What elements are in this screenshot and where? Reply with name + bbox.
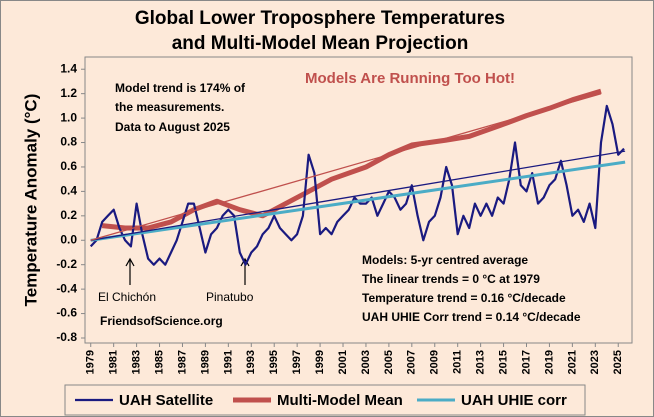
y-tick-label: 0.8 bbox=[60, 135, 77, 149]
x-tick-label: 1981 bbox=[108, 350, 120, 374]
trend-line bbox=[90, 150, 626, 241]
x-tick-label: 1999 bbox=[314, 350, 326, 374]
x-tick-label: 2017 bbox=[520, 350, 532, 374]
note-line: Data to August 2025 bbox=[115, 120, 230, 134]
plot-frame bbox=[84, 56, 633, 344]
y-tick-label: 0.6 bbox=[60, 159, 77, 173]
x-tick-label: 2021 bbox=[566, 350, 578, 374]
x-tick-label: 1997 bbox=[291, 350, 303, 374]
notes: Models: 5-yr centred average The linear … bbox=[362, 253, 581, 324]
x-tick-label: 1991 bbox=[222, 350, 234, 374]
trend-line bbox=[90, 93, 602, 241]
x-tick-label: 1979 bbox=[85, 350, 97, 374]
headline: Models Are Running Too Hot! bbox=[305, 70, 515, 87]
x-tick-label: 2013 bbox=[475, 350, 487, 374]
note-line: Temperature trend = 0.16 °C/decade bbox=[362, 291, 566, 305]
x-tick-label: 2005 bbox=[383, 350, 395, 374]
note-line: The linear trends = 0 °C at 1979 bbox=[362, 272, 540, 286]
model-note: Model trend is 174% of the measurements.… bbox=[115, 81, 246, 134]
chart-title: Global Lower Troposphere Temperatures bbox=[135, 8, 505, 29]
y-tick-label: -0.6 bbox=[56, 306, 77, 320]
y-tick-label: 1.0 bbox=[60, 110, 77, 124]
x-tick-label: 1983 bbox=[131, 350, 143, 374]
legend-box bbox=[64, 384, 586, 416]
x-tick-label: 1989 bbox=[199, 350, 211, 374]
note-line: the measurements. bbox=[115, 100, 224, 114]
x-tick-label: 1995 bbox=[268, 350, 280, 374]
y-tick-label: 0.4 bbox=[60, 184, 77, 198]
note-line: Model trend is 174% of bbox=[115, 81, 246, 95]
y-axis-label: Temperature Anomaly (°C) bbox=[21, 94, 40, 307]
series-line bbox=[90, 160, 626, 242]
x-tick-label: 2009 bbox=[429, 350, 441, 374]
x-tick-label: 1987 bbox=[176, 350, 188, 374]
legend-label: UAH Satellite bbox=[119, 392, 213, 409]
note-line: Models: 5-yr centred average bbox=[362, 253, 528, 267]
x-tick-label: 2015 bbox=[497, 350, 509, 374]
y-tick-label: -0.2 bbox=[56, 257, 77, 271]
x-tick-label: 2007 bbox=[406, 350, 418, 374]
arrows bbox=[125, 257, 250, 285]
x-tick-label: 1993 bbox=[245, 350, 257, 374]
series-line bbox=[101, 88, 602, 231]
x-tick-label: 2023 bbox=[589, 350, 601, 374]
event-label: El Chichón bbox=[98, 290, 156, 304]
y-tick-label: 0.2 bbox=[60, 208, 77, 222]
x-tick-label: 2019 bbox=[543, 350, 555, 374]
y-tick-label: -0.8 bbox=[56, 330, 77, 344]
y-tick-label: 1.4 bbox=[60, 61, 77, 75]
legend-label: UAH UHIE corr bbox=[461, 392, 567, 409]
x-tick-label: 2011 bbox=[452, 350, 464, 374]
x-tick-label: 2003 bbox=[360, 350, 372, 374]
legend-label: Multi-Model Mean bbox=[277, 392, 403, 409]
x-tick-label: 1985 bbox=[153, 350, 165, 374]
note-line: UAH UHIE Corr trend = 0.14 °C/decade bbox=[362, 310, 581, 324]
y-tick-label: 1.2 bbox=[60, 86, 77, 100]
y-tick-label: 0.0 bbox=[60, 232, 77, 246]
chart-title: and Multi-Model Mean Projection bbox=[172, 33, 469, 54]
event-label: Pinatubo bbox=[206, 290, 254, 304]
arrow-head bbox=[125, 257, 135, 267]
y-tick-label: -0.4 bbox=[56, 281, 77, 295]
x-tick-label: 2001 bbox=[337, 350, 349, 374]
x-tick-label: 2025 bbox=[612, 350, 624, 374]
source: FriendsofScience.org bbox=[100, 314, 223, 328]
arrow-head bbox=[240, 257, 250, 267]
